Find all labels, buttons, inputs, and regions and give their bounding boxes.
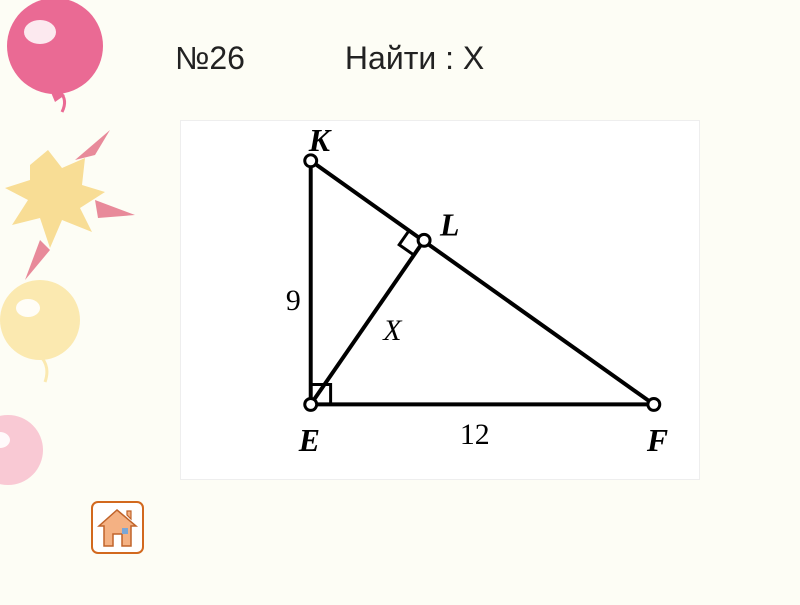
diagram-svg: K E F L 9 12 X	[181, 121, 699, 479]
geometry-diagram: K E F L 9 12 X	[180, 120, 700, 480]
label-e: E	[298, 423, 320, 458]
balloon-lightpink-icon	[0, 415, 43, 485]
vertex-l-marker	[418, 234, 430, 246]
edge-el	[311, 240, 424, 404]
label-k: K	[308, 123, 332, 158]
instruction-text: Найти : Х	[345, 40, 484, 77]
balloon-pink-icon	[7, 0, 103, 112]
label-l: L	[439, 207, 459, 242]
problem-number: №26	[175, 40, 245, 77]
balloon-yellow-icon	[0, 280, 80, 382]
vertex-f-marker	[648, 398, 660, 410]
title-row: №26 Найти : Х	[175, 40, 484, 77]
home-button[interactable]	[90, 500, 145, 555]
side-ke-value: 9	[286, 284, 301, 317]
label-f: F	[646, 423, 668, 458]
home-icon	[90, 500, 145, 555]
vertex-e-marker	[305, 398, 317, 410]
edge-kf	[311, 161, 654, 405]
side-ef-value: 12	[460, 418, 490, 451]
splash-yellow-icon	[5, 130, 135, 280]
side-el-variable: X	[382, 314, 403, 347]
